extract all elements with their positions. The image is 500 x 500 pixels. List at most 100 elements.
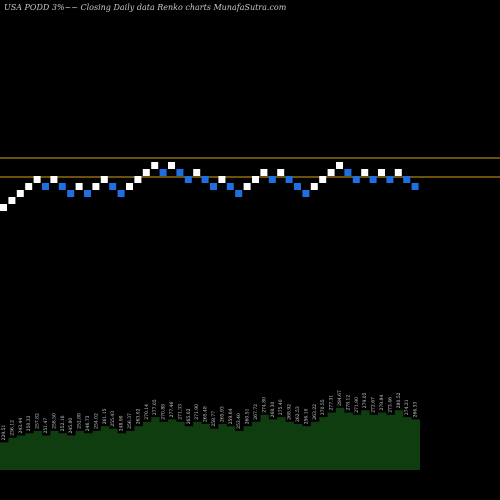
renko-brick-up: [0, 204, 7, 211]
brick-price-label: 262.53: [295, 406, 301, 422]
renko-brick-up: [277, 169, 285, 176]
brick-price-label: 259.64: [228, 408, 234, 424]
brick-price-label: 268.92: [287, 404, 293, 420]
renko-brick-up: [394, 169, 402, 176]
brick-price-label: 256.10: [303, 408, 309, 424]
brick-price-label: 229.51: [1, 425, 7, 441]
renko-brick-up: [252, 176, 259, 183]
renko-brick-up: [168, 162, 175, 169]
brick-price-label: 275.40: [278, 399, 284, 415]
volume-area: [0, 407, 420, 470]
brick-price-label: 270.14: [144, 404, 150, 420]
brick-layer: [0, 162, 419, 211]
brick-price-label: 284.67: [337, 390, 343, 406]
brick-price-label: 271.90: [354, 397, 360, 413]
renko-brick-up: [16, 190, 24, 197]
renko-brick-down: [369, 176, 377, 183]
renko-brick-up: [50, 176, 58, 183]
brick-price-label: 257.82: [35, 413, 41, 429]
renko-brick-down: [352, 176, 360, 183]
renko-brick-up: [8, 197, 16, 204]
renko-brick-down: [176, 169, 184, 176]
brick-price-label: 271.33: [177, 404, 183, 420]
volume-area-layer: [0, 407, 420, 470]
renko-brick-down: [117, 190, 125, 197]
brick-label-layer: 229.51 236.12 243.44 250.33 257.82 251.47 258.…: [1, 390, 419, 440]
renko-brick-down: [201, 176, 209, 183]
renko-brick-down: [386, 176, 394, 183]
brick-price-label: 272.67: [371, 397, 377, 413]
renko-brick-up: [319, 176, 327, 183]
brick-price-label: 274.21: [404, 399, 410, 415]
brick-price-label: 254.02: [93, 413, 99, 429]
renko-brick-up: [25, 183, 33, 190]
renko-brick-down: [159, 169, 167, 176]
brick-price-label: 278.12: [345, 395, 351, 411]
brick-price-label: 245.80: [68, 418, 74, 434]
renko-brick-down: [235, 190, 243, 197]
renko-brick-up: [126, 183, 133, 190]
brick-price-label: 265.48: [203, 406, 209, 422]
brick-price-label: 268.30: [270, 402, 276, 418]
renko-brick-down: [184, 176, 192, 183]
renko-brick-down: [42, 183, 49, 190]
renko-brick-up: [378, 169, 385, 176]
brick-price-label: 251.47: [43, 418, 49, 434]
brick-price-label: 274.80: [261, 397, 267, 413]
reference-line-layer: [0, 157, 500, 178]
brick-price-label: 256.37: [127, 413, 133, 429]
renko-brick-down: [411, 183, 419, 190]
renko-brick-up: [75, 183, 83, 190]
renko-brick-down: [210, 183, 217, 190]
renko-brick-up: [243, 183, 251, 190]
renko-brick-up: [310, 183, 318, 190]
brick-price-label: 258.77: [211, 411, 217, 427]
brick-price-label: 243.44: [18, 418, 24, 434]
brick-price-label: 260.51: [245, 408, 251, 424]
renko-brick-up: [193, 169, 201, 176]
brick-price-label: 267.72: [253, 404, 259, 420]
renko-brick-down: [268, 176, 276, 183]
renko-brick-down: [403, 176, 411, 183]
renko-brick-up: [260, 169, 268, 176]
brick-price-label: 270.88: [161, 404, 167, 420]
brick-price-label: 273.46: [387, 397, 393, 413]
renko-brick-down: [67, 190, 75, 197]
renko-brick-down: [109, 183, 117, 190]
renko-brick-down: [285, 176, 293, 183]
renko-brick-down: [84, 190, 91, 197]
renko-brick-up: [151, 162, 159, 169]
brick-price-label: 250.33: [26, 415, 32, 431]
brick-price-label: 270.55: [320, 399, 326, 415]
brick-price-label: 255.43: [110, 411, 116, 427]
brick-price-label: 252.16: [60, 415, 66, 431]
brick-price-label: 280.52: [396, 392, 402, 408]
brick-price-label: 236.12: [9, 420, 15, 436]
brick-price-label: 271.90: [194, 404, 200, 420]
renko-brick-down: [226, 183, 234, 190]
brick-price-label: 263.02: [135, 408, 141, 424]
brick-price-label: 265.93: [219, 406, 225, 422]
brick-price-label: 277.05: [152, 399, 158, 415]
brick-price-label: 261.15: [102, 408, 108, 424]
renko-brick-up: [218, 176, 226, 183]
brick-price-label: 248.90: [119, 415, 125, 431]
brick-price-label: 246.73: [85, 415, 91, 431]
brick-price-label: 265.02: [186, 408, 192, 424]
renko-brick-down: [344, 169, 352, 176]
renko-brick-up: [100, 176, 108, 183]
brick-price-label: 277.31: [329, 395, 335, 411]
renko-brick-down: [58, 183, 66, 190]
brick-price-label: 279.05: [362, 392, 368, 408]
brick-price-label: 263.22: [312, 404, 318, 420]
renko-brick-up: [33, 176, 41, 183]
chart-title: USA PODD 3%~~ Closing Daily data Renko c…: [4, 3, 287, 12]
renko-brick-up: [134, 176, 142, 183]
brick-price-label: 253.40: [236, 413, 242, 429]
brick-price-label: 277.46: [169, 402, 175, 418]
renko-brick-up: [361, 169, 369, 176]
renko-brick-up: [142, 169, 150, 176]
renko-brick-up: [327, 169, 335, 176]
brick-price-label: 279.84: [379, 395, 385, 411]
